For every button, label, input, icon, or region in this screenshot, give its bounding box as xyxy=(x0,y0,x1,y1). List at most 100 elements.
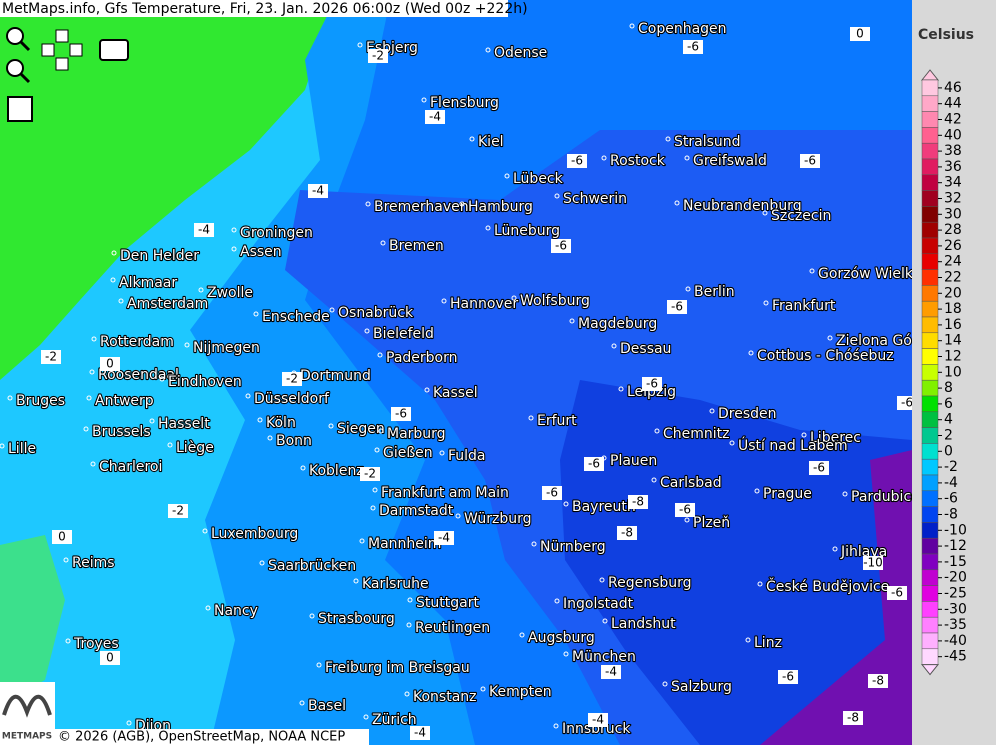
legend-swatch xyxy=(921,553,939,571)
city-dot xyxy=(662,681,668,687)
city-dot xyxy=(480,686,486,692)
contour-label-bg xyxy=(868,674,888,688)
contour-label-bg xyxy=(800,154,820,168)
city-label: Frankfurt xyxy=(772,298,836,314)
legend-label: -8 xyxy=(944,507,958,523)
legend-label: 30 xyxy=(944,206,962,222)
city-label: Carlsbad xyxy=(660,475,722,491)
city-dot xyxy=(754,488,760,494)
legend-label: 6 xyxy=(944,396,953,412)
city-label: Bielefeld xyxy=(373,326,434,342)
city-dot xyxy=(378,428,384,434)
city-dot xyxy=(441,298,447,304)
legend-swatch xyxy=(921,427,939,444)
city-label: Lille xyxy=(8,441,36,457)
city-label: Prague xyxy=(763,486,812,502)
legend-swatch xyxy=(921,648,939,665)
city-dot xyxy=(7,395,13,401)
contour-labels: 0 -6 -2 -4 -6 -6 -4 -4 -6 -6 -2 0 -2 -6 -6 -6 -6 -6 -6 -8 -6… xyxy=(41,27,917,740)
city-label: Koblenz xyxy=(309,463,364,479)
city-label: Troyes xyxy=(73,636,119,652)
legend-label: -20 xyxy=(944,570,967,586)
legend-swatch xyxy=(921,111,939,128)
city-label: Bremerhaven xyxy=(374,199,469,215)
city-label: Konstanz xyxy=(413,689,477,705)
pan-up[interactable] xyxy=(55,29,69,43)
city-dot xyxy=(827,335,833,341)
legend-swatch xyxy=(921,411,939,428)
city-dot xyxy=(0,443,5,449)
contour-label-bg xyxy=(100,357,120,371)
legend-swatch xyxy=(921,332,939,349)
city-dot xyxy=(654,428,660,434)
city-label: Plauen xyxy=(610,453,657,469)
city-label: Flensburg xyxy=(430,95,499,111)
city-label: Hamburg xyxy=(468,199,533,215)
city-dot xyxy=(89,369,95,375)
zoom-in-handle xyxy=(19,40,31,52)
legend-label: 26 xyxy=(944,238,962,254)
city-dot xyxy=(316,662,322,668)
legend-label: 46 xyxy=(944,80,962,96)
city-label: Assen xyxy=(240,244,282,260)
legend-label: -2 xyxy=(944,459,958,475)
city-label: Dortmund xyxy=(300,368,371,384)
zoom-in[interactable] xyxy=(6,27,24,45)
screenshot-button[interactable] xyxy=(99,39,129,61)
pan-left[interactable] xyxy=(41,43,55,57)
copyright: © 2026 (AGB), OpenStreetMap, NOAA NCEP xyxy=(58,730,345,745)
city-dot xyxy=(407,597,413,603)
contour-label-bg xyxy=(368,49,388,63)
city-label: Dessau xyxy=(620,341,671,357)
city-label: Saarbrücken xyxy=(268,558,356,574)
map-controls[interactable] xyxy=(6,27,129,122)
pan-down[interactable] xyxy=(55,57,69,71)
city-dot xyxy=(485,47,491,53)
city-label: Gießen xyxy=(383,445,433,461)
city-label: Zürich xyxy=(372,712,417,728)
contour-label: -6 xyxy=(671,300,683,314)
city-dot xyxy=(748,350,754,356)
city-dot xyxy=(110,277,116,283)
city-dot xyxy=(684,517,690,523)
contour-label: -2 xyxy=(286,372,298,386)
city-label: Erfurt xyxy=(537,413,577,429)
legend-arrow-bottom xyxy=(920,664,940,676)
zoom-out[interactable] xyxy=(6,59,24,77)
city-label: Bruges xyxy=(16,393,65,409)
city-dot xyxy=(126,720,132,726)
city-dot xyxy=(353,578,359,584)
contour-label-bg xyxy=(628,495,648,509)
contour-label-bg xyxy=(434,531,454,545)
city-label: Ingolstadt xyxy=(563,596,634,612)
contour-label-bg xyxy=(282,372,302,386)
city-label: Cottbus - Chóśebuz xyxy=(757,348,894,364)
city-dot xyxy=(370,505,376,511)
legend-swatch xyxy=(921,601,939,618)
city-label: Augsburg xyxy=(528,630,595,646)
legend-label: 36 xyxy=(944,159,962,175)
city-dot xyxy=(267,435,273,441)
city-label: Eindhoven xyxy=(168,374,242,390)
legend-label: 40 xyxy=(944,127,962,143)
city-label: Hasselt xyxy=(158,416,210,432)
contour-label: -10 xyxy=(863,556,883,570)
legend-swatch xyxy=(921,221,939,239)
city-dot xyxy=(842,491,848,497)
city-dot xyxy=(651,477,657,483)
pan-right[interactable] xyxy=(69,43,83,57)
contour-label: -6 xyxy=(804,154,816,168)
city-dot xyxy=(757,581,763,587)
legend-label: 24 xyxy=(944,254,962,270)
legend-swatch xyxy=(921,443,939,460)
logo-mark xyxy=(2,694,52,718)
city-label: Leipzig xyxy=(627,384,676,400)
field-green-south xyxy=(0,535,65,705)
fullscreen-button[interactable] xyxy=(7,96,33,122)
contour-label: -2 xyxy=(364,467,376,481)
legend-swatch xyxy=(921,158,939,176)
city-dot xyxy=(469,136,475,142)
city-dot xyxy=(359,538,365,544)
legend-label: 8 xyxy=(944,380,953,396)
